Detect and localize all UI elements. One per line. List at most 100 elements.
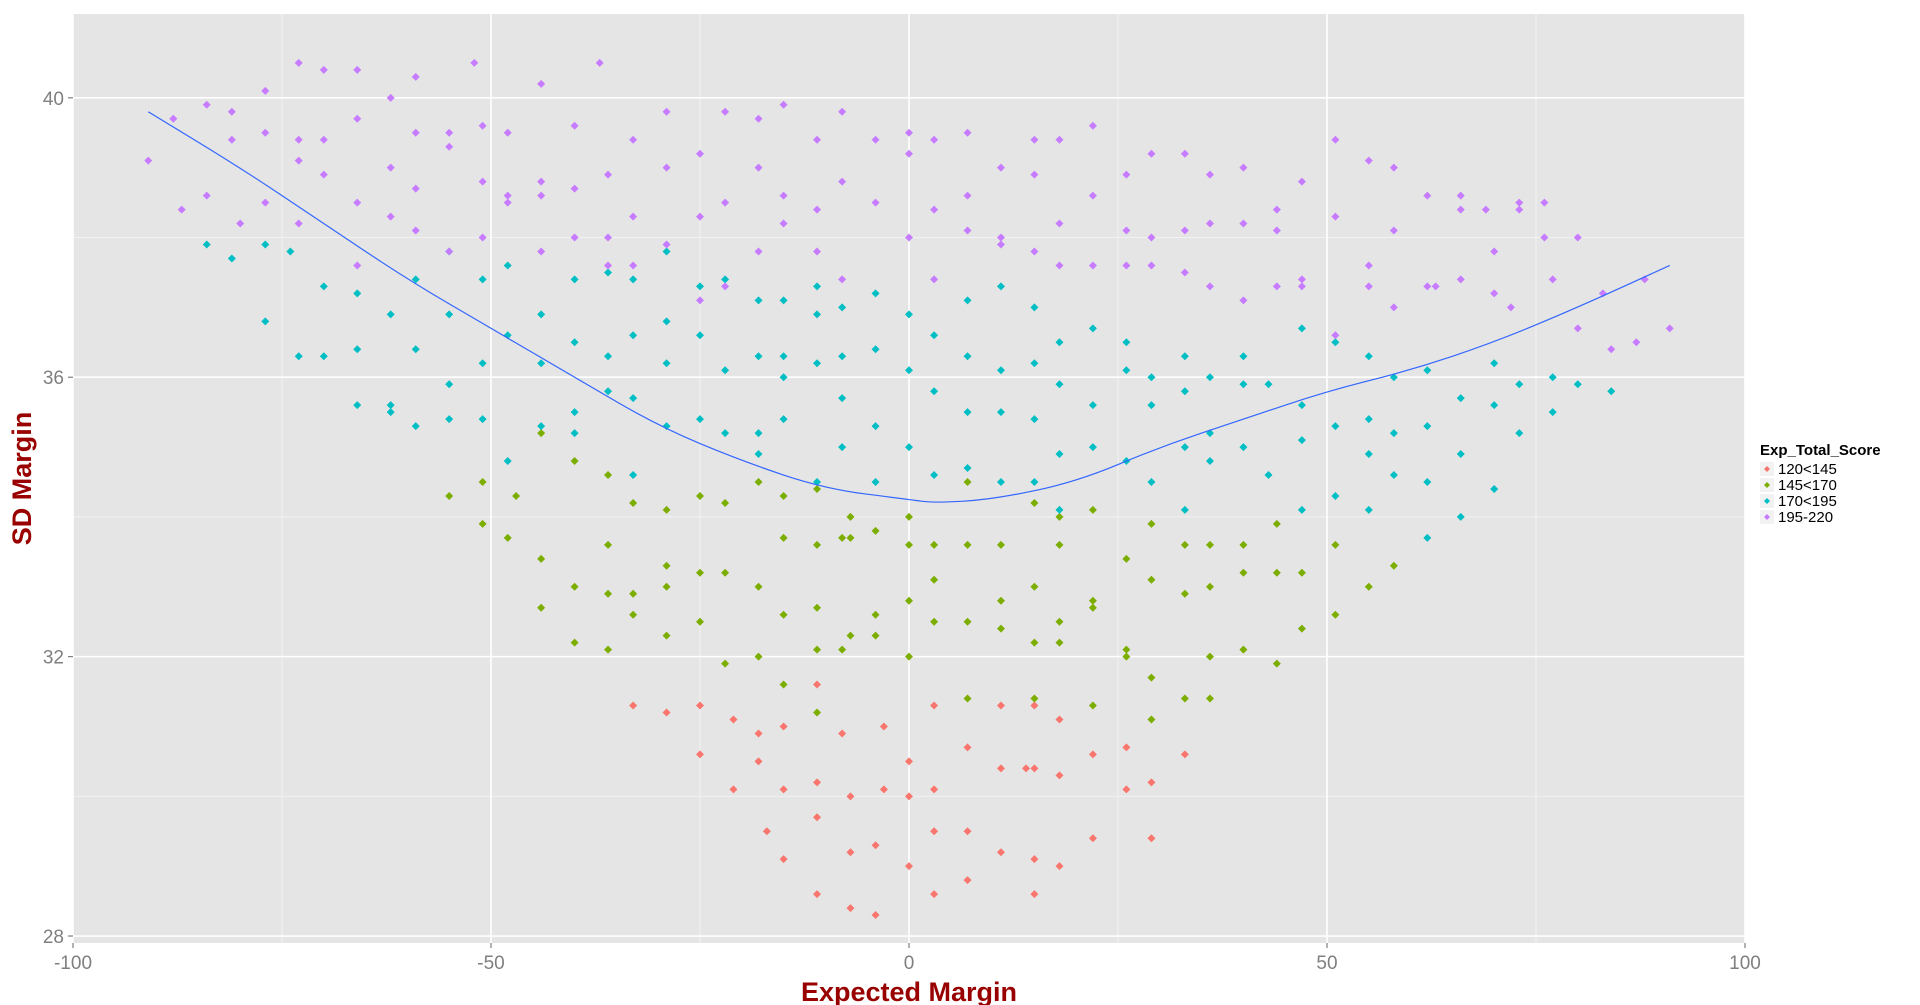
data-point [963, 540, 972, 549]
data-point [930, 471, 939, 480]
data-point [779, 722, 788, 731]
data-point [662, 582, 671, 591]
data-point [1272, 205, 1281, 214]
data-point [227, 107, 236, 116]
data-point [570, 638, 579, 647]
data-point [503, 128, 512, 137]
data-point [1423, 533, 1432, 542]
data-point [411, 128, 420, 137]
data-point [202, 191, 211, 200]
data-point [1180, 226, 1189, 235]
data-point [1205, 694, 1214, 703]
data-point [963, 477, 972, 486]
data-point [1088, 261, 1097, 270]
data-point [478, 477, 487, 486]
data-point [1055, 219, 1064, 228]
data-point [1205, 457, 1214, 466]
data-point [570, 582, 579, 591]
data-point [846, 904, 855, 913]
data-point [838, 107, 847, 116]
data-point [227, 254, 236, 263]
data-point [963, 191, 972, 200]
data-point [1030, 303, 1039, 312]
data-point [503, 261, 512, 270]
data-point [629, 610, 638, 619]
data-point [478, 415, 487, 424]
data-point [1088, 834, 1097, 843]
data-point [261, 128, 270, 137]
data-point [1331, 212, 1340, 221]
data-point [754, 582, 763, 591]
data-point [1055, 617, 1064, 626]
data-point [386, 163, 395, 172]
data-point [1264, 471, 1273, 480]
data-point [905, 149, 913, 158]
data-point [386, 310, 395, 319]
data-point [1030, 855, 1039, 864]
data-point [930, 331, 939, 340]
data-point [879, 785, 888, 794]
data-point [779, 219, 788, 228]
data-point [1030, 764, 1039, 773]
data-point [1122, 338, 1131, 347]
data-point [1180, 443, 1189, 452]
data-point [1239, 352, 1248, 361]
data-point [813, 890, 822, 899]
data-point [1147, 778, 1156, 787]
data-point [662, 317, 671, 326]
data-point [1030, 135, 1039, 144]
data-point [1055, 450, 1064, 459]
data-point [629, 394, 638, 403]
data-point [1122, 785, 1131, 794]
data-point [595, 58, 604, 67]
data-point [996, 701, 1005, 710]
data-point [696, 282, 704, 291]
data-point [1573, 233, 1582, 242]
data-point [604, 540, 613, 549]
data-point [1297, 568, 1306, 577]
data-point [754, 247, 763, 256]
data-point [1122, 366, 1131, 375]
data-point [503, 198, 512, 207]
data-point [779, 785, 788, 794]
data-point [1030, 890, 1039, 899]
data-point [1573, 380, 1582, 389]
data-point [1456, 275, 1465, 284]
data-point [1389, 561, 1398, 570]
data-point [1607, 387, 1616, 396]
data-point [1205, 170, 1214, 179]
data-point [905, 596, 913, 605]
data-point [1180, 352, 1189, 361]
data-point [1272, 226, 1281, 235]
data-point [813, 247, 822, 256]
data-point [1297, 324, 1306, 333]
data-point [1030, 477, 1039, 486]
data-point [1272, 282, 1281, 291]
x-tick-label: 100 [1729, 953, 1761, 974]
data-point [261, 86, 270, 95]
data-point [996, 282, 1005, 291]
data-point [1180, 505, 1189, 514]
data-point [1364, 415, 1373, 424]
data-point [930, 890, 939, 899]
y-tick-label: 36 [43, 368, 64, 389]
data-point [445, 380, 454, 389]
data-point [813, 708, 822, 717]
data-point [470, 58, 479, 67]
data-point [353, 65, 362, 74]
data-point [445, 491, 454, 500]
data-point [411, 184, 420, 193]
data-point [963, 226, 972, 235]
data-point [1456, 394, 1465, 403]
data-point [629, 135, 638, 144]
data-point [1122, 554, 1131, 563]
data-point [838, 443, 847, 452]
data-point [386, 93, 395, 102]
legend: Exp_Total_Score 120<145145<170170<195195… [1760, 442, 1881, 526]
y-axis-title: SD Margin [7, 412, 37, 546]
data-point [537, 79, 546, 88]
data-point [1364, 450, 1373, 459]
data-point [478, 121, 487, 130]
data-point [1364, 261, 1373, 270]
data-point [813, 135, 822, 144]
